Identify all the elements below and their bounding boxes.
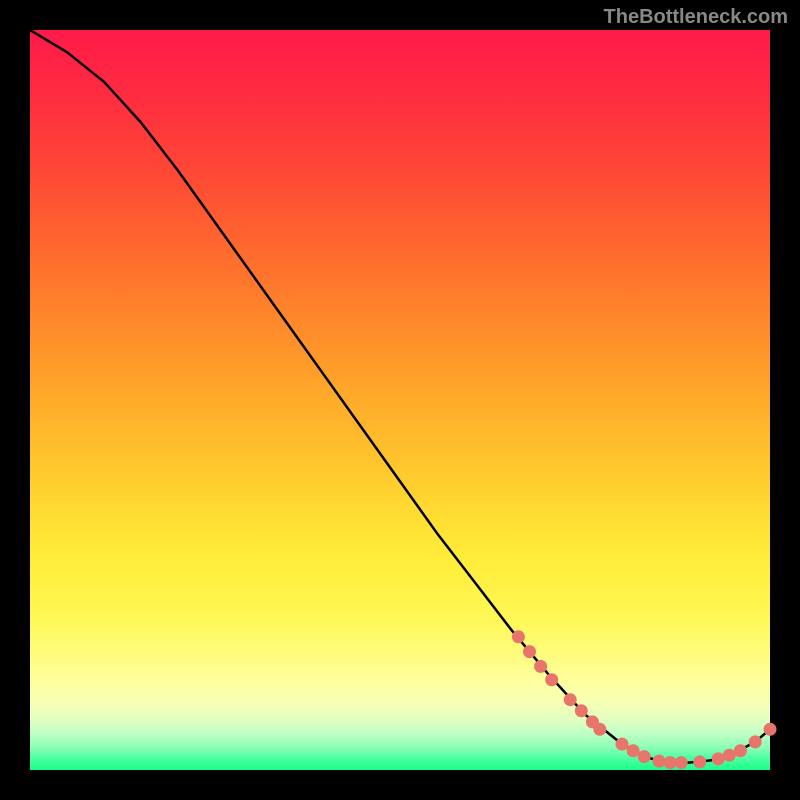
curve-marker <box>575 704 588 717</box>
curve-marker <box>638 750 651 763</box>
chart-svg <box>0 0 800 800</box>
curve-marker <box>734 744 747 757</box>
curve-marker <box>593 723 606 736</box>
curve-marker <box>675 756 688 769</box>
curve-marker <box>723 749 736 762</box>
curve-marker <box>534 660 547 673</box>
watermark-text: TheBottleneck.com <box>604 6 788 29</box>
curve-marker <box>523 645 536 658</box>
curve-marker <box>693 755 706 768</box>
curve-marker <box>564 693 577 706</box>
curve-marker <box>545 673 558 686</box>
curve-marker <box>712 752 725 765</box>
curve-marker <box>653 755 666 768</box>
curve-marker <box>664 756 677 769</box>
curve-marker <box>749 735 762 748</box>
curve-marker <box>616 738 629 751</box>
curve-marker <box>627 744 640 757</box>
curve-marker <box>512 630 525 643</box>
curve-marker <box>764 723 777 736</box>
chart-container: TheBottleneck.com <box>0 0 800 800</box>
plot-background <box>30 30 770 770</box>
